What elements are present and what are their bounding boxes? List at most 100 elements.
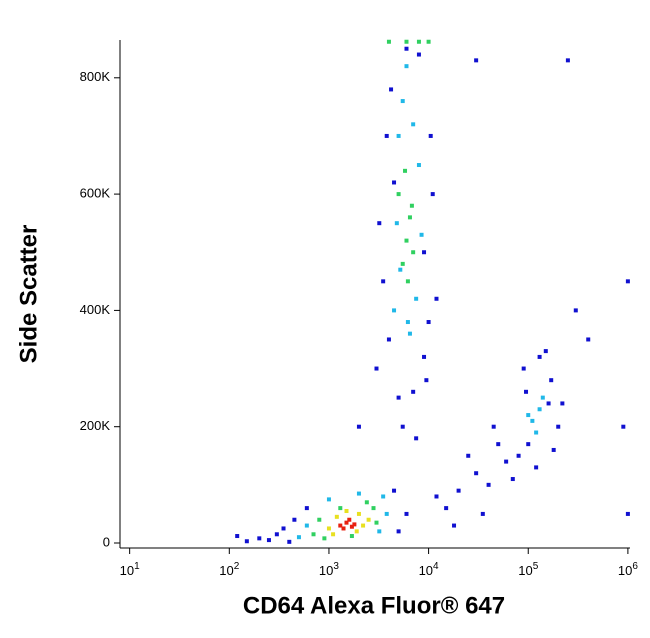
point	[516, 453, 521, 458]
point	[257, 536, 262, 541]
point	[331, 532, 336, 537]
point	[377, 221, 382, 226]
point	[400, 99, 405, 104]
point	[543, 349, 548, 354]
point	[416, 52, 421, 57]
point	[411, 122, 416, 127]
point	[409, 203, 414, 208]
point	[396, 133, 401, 138]
x-tick-base: 10	[618, 563, 632, 578]
point	[356, 424, 361, 429]
point	[344, 520, 349, 525]
point	[526, 442, 531, 447]
point	[411, 250, 416, 255]
point	[524, 389, 529, 394]
point	[540, 395, 545, 400]
point	[392, 180, 397, 185]
point	[416, 163, 421, 168]
point	[374, 366, 379, 371]
point	[274, 532, 279, 537]
point	[414, 436, 419, 441]
point	[414, 296, 419, 301]
point	[422, 354, 427, 359]
point	[419, 232, 424, 237]
y-tick-label: 600K	[80, 186, 111, 201]
point	[366, 517, 371, 522]
x-tick-exponent: 3	[333, 561, 339, 572]
point	[384, 511, 389, 516]
point	[474, 58, 479, 63]
point	[266, 538, 271, 543]
x-tick-base: 10	[419, 563, 433, 578]
point	[556, 424, 561, 429]
x-tick-base: 10	[518, 563, 532, 578]
point	[474, 471, 479, 476]
point	[405, 320, 410, 325]
point	[537, 407, 542, 412]
point	[573, 308, 578, 313]
point	[549, 378, 554, 383]
point	[456, 488, 461, 493]
x-tick-label: 106	[618, 561, 638, 579]
point	[334, 514, 339, 519]
x-tick-label: 104	[419, 561, 439, 579]
x-tick-label: 103	[319, 561, 339, 579]
point	[317, 517, 322, 522]
point	[404, 511, 409, 516]
x-tick-base: 10	[219, 563, 233, 578]
point	[235, 534, 240, 539]
point	[338, 523, 343, 528]
point	[400, 261, 405, 266]
point	[424, 378, 429, 383]
point	[405, 279, 410, 284]
x-axis-title: CD64 Alexa Fluor® 647	[243, 592, 505, 619]
point	[392, 308, 397, 313]
point	[434, 296, 439, 301]
point	[296, 535, 301, 540]
point	[586, 337, 591, 342]
point	[396, 395, 401, 400]
point	[426, 320, 431, 325]
point	[400, 424, 405, 429]
point	[371, 506, 376, 511]
point	[486, 482, 491, 487]
point	[311, 532, 316, 537]
point	[338, 506, 343, 511]
x-tick-label: 101	[120, 561, 140, 579]
point	[526, 413, 531, 418]
point	[381, 279, 386, 284]
point	[304, 506, 309, 511]
point	[349, 534, 354, 539]
point	[551, 447, 556, 452]
point	[341, 526, 346, 531]
point	[530, 418, 535, 423]
point	[407, 215, 412, 220]
point	[361, 523, 366, 528]
point	[396, 192, 401, 197]
point	[565, 58, 570, 63]
point	[326, 497, 331, 502]
point	[352, 522, 357, 527]
x-tick-label: 105	[518, 561, 538, 579]
x-tick-exponent: 1	[134, 561, 140, 572]
point	[510, 477, 515, 482]
point	[384, 133, 389, 138]
y-tick-label: 0	[103, 534, 110, 549]
point	[356, 511, 361, 516]
point	[244, 539, 249, 544]
point	[347, 517, 352, 522]
x-tick-exponent: 2	[234, 561, 240, 572]
point	[560, 401, 565, 406]
point	[396, 529, 401, 534]
point	[521, 366, 526, 371]
point	[422, 250, 427, 255]
point	[434, 494, 439, 499]
point	[292, 517, 297, 522]
point	[281, 526, 286, 531]
point	[537, 354, 542, 359]
point	[287, 539, 292, 544]
point	[466, 453, 471, 458]
point	[398, 267, 403, 272]
point	[504, 459, 509, 464]
